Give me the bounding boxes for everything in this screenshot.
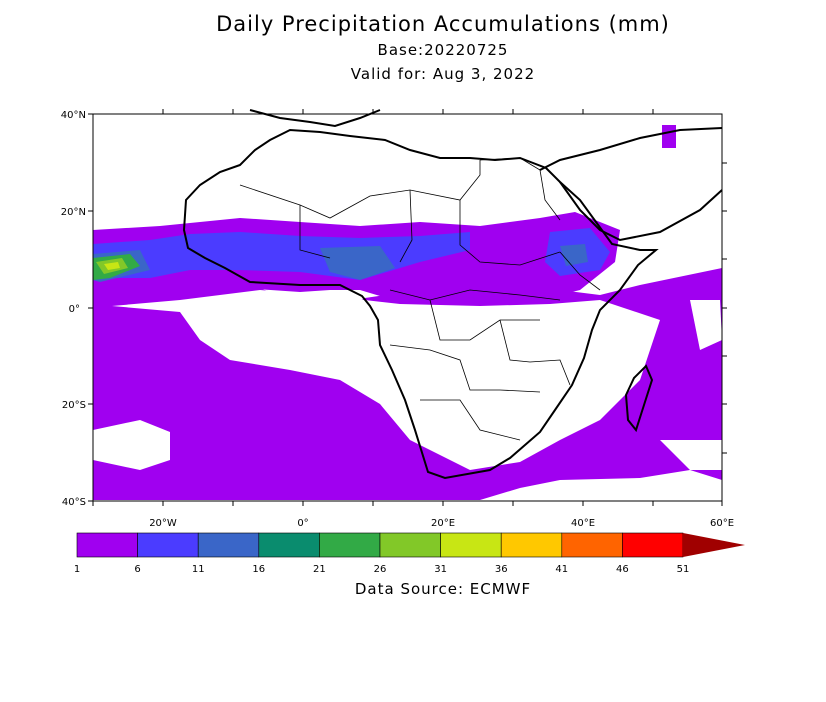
coastlines [182,109,723,480]
legend-swatch [258,532,320,558]
tick-marks [88,109,727,506]
legend-swatch [561,532,623,558]
lat-label: 40°S [62,497,86,508]
legend-label: 26 [374,564,387,575]
precip-field [93,125,722,500]
country-borders [239,157,601,441]
legend-label: 21 [313,564,326,575]
lon-label: 20°W [149,518,177,529]
legend-label: 41 [555,564,568,575]
legend-swatch [440,532,502,558]
legend-label: 46 [616,564,629,575]
legend-label: 51 [677,564,690,575]
valid-date: Valid for: Aug 3, 2022 [350,65,536,83]
data-source: Data Source: ECMWF [354,580,532,598]
legend-label: 11 [192,564,205,575]
base-date: Base:20220725 [377,41,509,59]
legend-label: 6 [134,564,140,575]
lat-label: 20°S [62,400,86,411]
lon-label: 0° [297,518,308,529]
lon-label: 20°E [431,518,455,529]
legend-swatch [319,532,381,558]
legend-label: 31 [434,564,447,575]
legend-swatch [76,532,138,558]
map-title: Daily Precipitation Accumulations (mm) [216,12,670,36]
legend-swatch [137,532,199,558]
lon-label: 60°E [710,518,734,529]
legend-swatch [622,532,684,558]
legend-label: 16 [252,564,265,575]
color-legend: 1 6 11 16 21 26 31 36 41 46 51 [74,532,745,575]
legend-arrow [683,533,745,557]
lat-label: 0° [69,304,80,315]
legend-label: 36 [495,564,508,575]
legend-swatch [197,532,260,558]
legend-label: 1 [74,564,80,575]
lat-label: 20°N [61,207,86,218]
lat-label: 40°N [61,110,86,121]
legend-swatch [500,532,563,558]
lon-label: 40°E [571,518,595,529]
legend-swatch [379,532,441,558]
